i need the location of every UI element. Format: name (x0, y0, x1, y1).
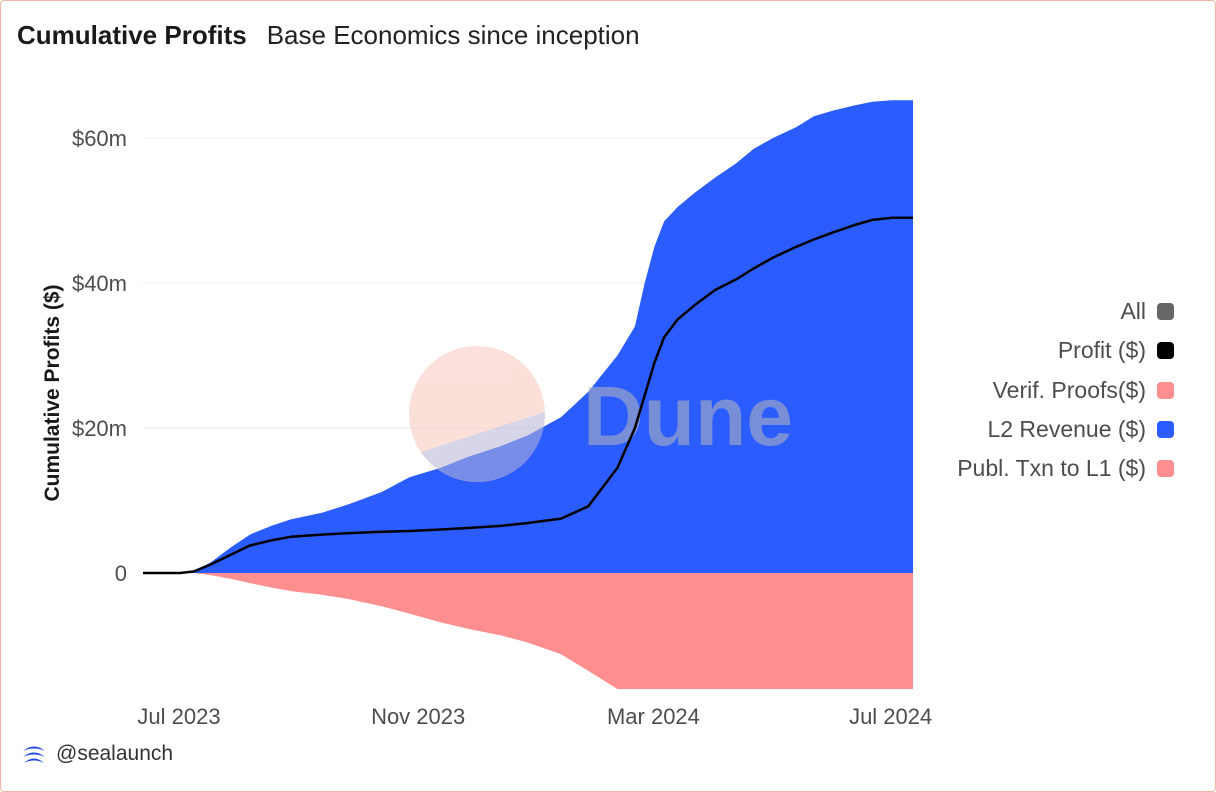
y-tick-label: $60m (72, 126, 127, 151)
footer-handle: @sealaunch (56, 742, 174, 765)
legend-item[interactable]: Verif. Proofs($) (993, 371, 1174, 410)
area-l2-revenue (143, 100, 913, 574)
y-tick-label: $20m (72, 416, 127, 441)
watermark-logo-shade (421, 412, 546, 482)
area-publ-txn-to-l1 (143, 573, 913, 689)
legend: All Profit ($) Verif. Proofs($) L2 Revenue … (957, 292, 1174, 488)
chart-title: Cumulative Profits (17, 20, 247, 50)
legend-swatch (1157, 460, 1174, 478)
legend-label: L2 Revenue ($) (987, 416, 1146, 443)
legend-swatch (1157, 342, 1174, 360)
y-tick-label: $40m (72, 271, 127, 296)
y-axis-label: Cumulative Profits ($) (41, 284, 64, 501)
dune-watermark: Dune (409, 346, 793, 482)
legend-swatch (1157, 381, 1174, 399)
legend-swatch (1157, 303, 1174, 321)
footer: @sealaunch (21, 742, 173, 766)
x-tick-label: Mar 2024 (607, 704, 700, 729)
legend-label: Publ. Txn to L1 ($) (957, 455, 1146, 482)
y-axis-ticks: 0 $20m $40m $60m (72, 126, 127, 586)
area-series (143, 100, 913, 689)
legend-item[interactable]: L2 Revenue ($) (987, 410, 1174, 449)
chart-subtitle: Base Economics since inception (266, 20, 640, 50)
x-tick-label: Jul 2023 (137, 704, 220, 729)
line-series (143, 216, 913, 575)
x-tick-label: Nov 2023 (371, 704, 465, 729)
y-tick-label: 0 (115, 561, 127, 586)
x-tick-label: Jul 2024 (849, 704, 932, 729)
watermark-text: Dune (583, 369, 793, 463)
chart-header: Cumulative Profits Base Economics since … (17, 20, 640, 54)
legend-swatch (1157, 421, 1174, 439)
sealaunch-logo-icon (23, 746, 45, 763)
x-axis-ticks: Jul 2023 Nov 2023 Mar 2024 Jul 2024 (137, 704, 932, 729)
line-profit (143, 216, 913, 575)
legend-item[interactable]: Publ. Txn to L1 ($) (957, 449, 1174, 488)
legend-label: Profit ($) (1057, 337, 1146, 364)
legend-label: Verif. Proofs($) (992, 376, 1146, 403)
legend-label: All (1120, 298, 1146, 325)
legend-item[interactable]: All (1120, 292, 1174, 331)
legend-item[interactable]: Profit ($) (1058, 331, 1174, 370)
